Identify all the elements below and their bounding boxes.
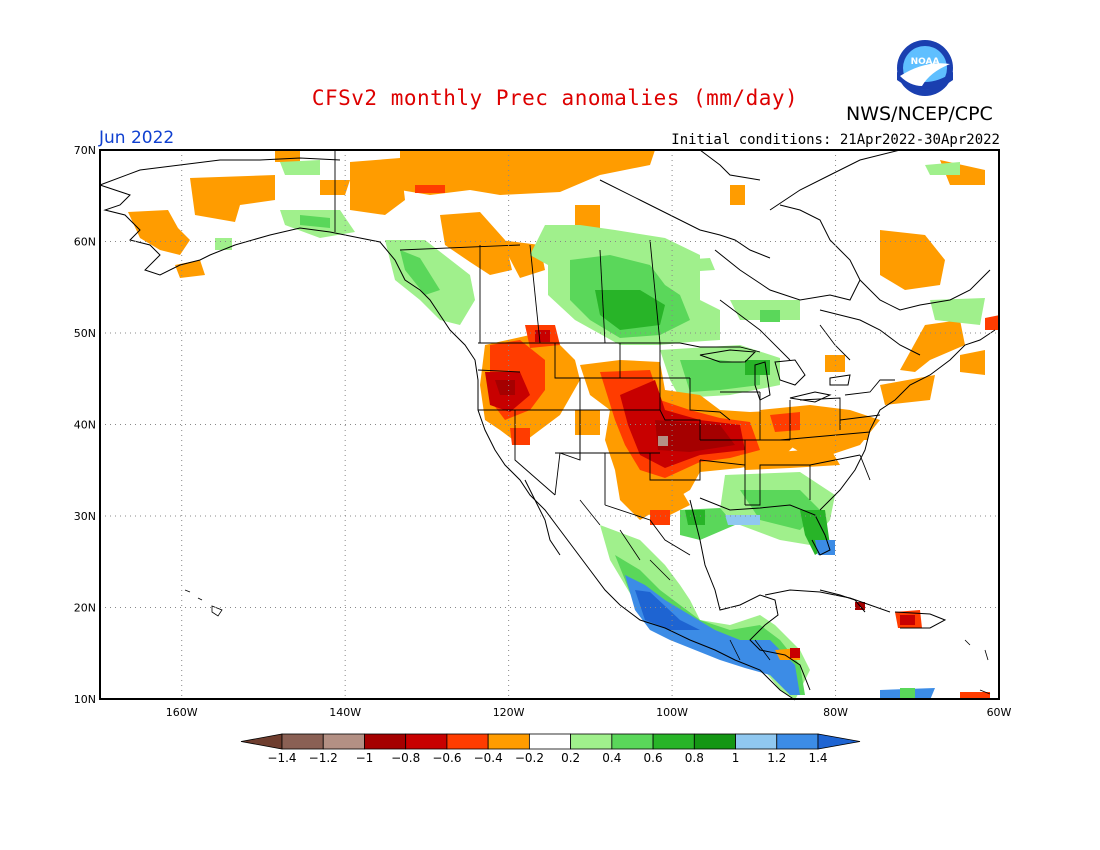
colorbar-swatch — [652, 733, 695, 750]
colorbar-swatch — [735, 733, 778, 750]
longitude-labels: 160W 140W 120W 100W 80W 60W — [166, 706, 1012, 719]
colorbar-swatch — [405, 733, 448, 750]
colorbar-label: −1.2 — [309, 751, 338, 765]
colorbar-swatch — [570, 733, 613, 750]
lat-label: 20N — [74, 602, 96, 615]
chart-title: CFSv2 monthly Prec anomalies (mm/day) — [311, 86, 799, 110]
great-lakes — [699, 349, 851, 403]
colorbar-swatch — [611, 733, 654, 750]
state-borders — [477, 342, 895, 556]
colorbar-label: 0.8 — [685, 751, 704, 765]
colorbar-label: 0.6 — [644, 751, 663, 765]
lon-label: 100W — [656, 706, 688, 719]
lon-label: 80W — [823, 706, 848, 719]
colorbar-label: −0.2 — [515, 751, 544, 765]
colorbar-swatch — [528, 733, 572, 750]
lat-label: 30N — [74, 510, 96, 523]
colorbar-swatch — [776, 733, 819, 750]
lon-label: 60W — [987, 706, 1012, 719]
colorbar-swatch — [281, 733, 324, 750]
lat-label: 70N — [74, 144, 96, 157]
colorbar-label: 0.4 — [602, 751, 621, 765]
lat-label: 60N — [74, 236, 96, 249]
noaa-logo-text: NOAA — [911, 57, 940, 67]
lat-label: 50N — [74, 327, 96, 340]
lat-label: 10N — [74, 693, 96, 706]
islands — [184, 589, 991, 695]
colorbar-swatch — [322, 733, 365, 750]
colorbar-label: 1.2 — [767, 751, 786, 765]
colorbar-label: −0.4 — [474, 751, 503, 765]
colorbar: −1.4 −1.2 −1 −0.8 −0.6 −0.4 −0.2 0.2 0.4 0.6 0.8 1 1… — [240, 733, 861, 765]
colorbar-label: −1.4 — [267, 751, 296, 765]
colorbar-label: 1 — [732, 751, 740, 765]
mexico-borders — [579, 499, 771, 661]
latitude-labels: 70N 60N 50N 40N 30N 20N 10N — [74, 144, 96, 706]
lat-label: 40N — [74, 419, 96, 432]
initial-conditions: Initial conditions: 21Apr2022-30Apr2022 — [671, 132, 1000, 148]
colorbar-label: 0.2 — [561, 751, 580, 765]
coastlines — [99, 149, 996, 701]
colorbar-swatch — [446, 733, 489, 750]
colorbar-label: −0.6 — [432, 751, 461, 765]
colorbar-arrow-low — [240, 733, 283, 750]
colorbar-label: −0.8 — [391, 751, 420, 765]
noaa-logo: NOAA — [897, 40, 953, 96]
forecast-month: Jun 2022 — [99, 128, 175, 148]
colorbar-swatch — [487, 733, 530, 750]
map-frame — [99, 149, 1000, 700]
lon-label: 120W — [493, 706, 525, 719]
anomaly-shading — [128, 150, 1000, 700]
colorbar-arrow-high — [817, 733, 861, 750]
colorbar-label: −1 — [356, 751, 374, 765]
province-borders — [334, 150, 851, 361]
lon-label: 140W — [329, 706, 361, 719]
colorbar-label: 1.4 — [808, 751, 827, 765]
agency-label: NWS/NCEP/CPC — [846, 103, 993, 125]
lon-label: 160W — [166, 706, 198, 719]
colorbar-swatch — [364, 733, 407, 750]
colorbar-swatch — [693, 733, 736, 750]
